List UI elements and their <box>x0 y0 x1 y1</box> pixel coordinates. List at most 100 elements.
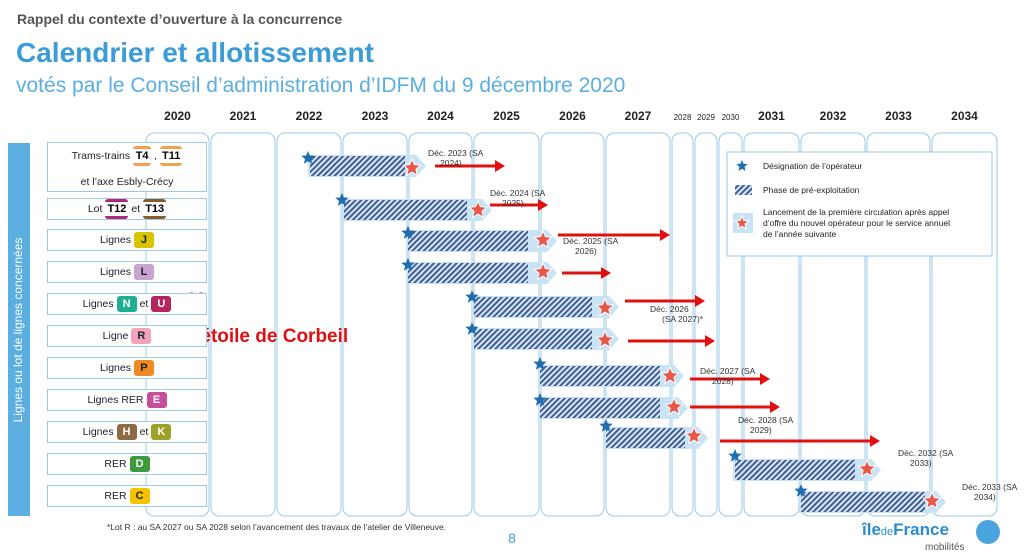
pre-exploitation-bar <box>310 156 405 176</box>
legend-box <box>726 151 993 257</box>
logo-france: France <box>893 520 949 539</box>
red-arrow-head <box>601 267 611 279</box>
year-column <box>718 132 743 517</box>
date-note: 2033) <box>910 458 932 468</box>
legend-hatch <box>735 185 752 195</box>
star <box>736 160 748 171</box>
year-label: 2031 <box>758 109 785 123</box>
date-note: Déc. 2027 (SA <box>700 366 756 376</box>
year-column <box>866 132 931 517</box>
star <box>857 458 877 478</box>
star <box>335 193 349 206</box>
star <box>922 490 942 510</box>
star <box>401 258 415 271</box>
red-arrow-head <box>705 335 715 347</box>
year-label: 2029 <box>697 113 715 122</box>
year-column <box>540 132 605 517</box>
star <box>533 261 553 281</box>
year-label: 2027 <box>625 109 652 123</box>
legend-text: d’offre du nouvel opérateur pour le serv… <box>763 218 950 228</box>
year-column <box>276 132 342 517</box>
row-label: Lignes P <box>47 357 207 379</box>
date-note: 2024) <box>440 158 462 168</box>
year-column <box>408 132 473 517</box>
row-label: Lignes RER E <box>47 389 207 411</box>
logo-icon <box>976 520 1000 544</box>
year-label: 2021 <box>230 109 257 123</box>
label-text: et <box>131 203 141 215</box>
row-label: Lignes L <box>47 261 207 283</box>
line-badge: R <box>131 328 152 344</box>
label-text: Ligne <box>102 330 129 342</box>
date-note: 2026) <box>575 246 597 256</box>
row-label: Lignes J <box>47 229 207 251</box>
side-label: Lignes ou lot de lignes concernées <box>11 238 25 423</box>
date-note: Déc. 2032 (SA <box>898 448 954 458</box>
date-note: 2034) <box>974 492 996 502</box>
label-text: Lignes <box>100 362 131 374</box>
star <box>595 297 615 317</box>
side-bar <box>8 143 30 516</box>
year-label: 2023 <box>362 109 389 123</box>
line-badge: E <box>146 392 167 408</box>
line-badge: N <box>116 296 137 312</box>
pre-exploitation-bar <box>735 460 855 480</box>
line-badge: T12 <box>105 199 129 219</box>
year-label: 2032 <box>820 109 847 123</box>
date-note: 2028) <box>712 376 734 386</box>
red-arrow-head <box>538 199 548 211</box>
line-badge: H <box>116 424 137 440</box>
star <box>533 393 547 406</box>
legend-text: Phase de pré-exploitation <box>763 185 860 195</box>
line-badge: T11 <box>160 146 183 167</box>
star <box>660 365 680 385</box>
label-text: et l’axe Esbly-Crécy <box>80 175 174 188</box>
star <box>468 199 488 219</box>
star <box>465 322 479 335</box>
date-note: Déc. 2026 <box>650 304 689 314</box>
row-label: Ligne R <box>47 325 207 347</box>
logo-sub: mobilités <box>925 542 964 553</box>
row-label: Trams-trains T4, T11 et l’axe Esbly-Crécy <box>47 142 207 192</box>
star <box>664 396 684 416</box>
red-arrow-head <box>870 435 880 447</box>
logo: îledeFrance <box>861 520 949 539</box>
date-note: Déc. 2025 (SA <box>563 236 619 246</box>
year-column <box>694 132 718 517</box>
year-column <box>800 132 866 517</box>
pre-exploitation-bar <box>344 200 467 220</box>
red-arrow-head <box>660 229 670 241</box>
year-label: 2033 <box>885 109 912 123</box>
label-text: , <box>154 150 158 163</box>
line-badge: L <box>133 264 154 280</box>
legend-text: Lancement de la première circulation apr… <box>763 207 949 217</box>
row-label: RER D <box>47 453 207 475</box>
star <box>401 226 415 239</box>
pre-exploitation-bar <box>408 263 528 283</box>
star <box>533 357 547 370</box>
year-label: 2028 <box>674 113 692 122</box>
date-note: 2029) <box>750 425 772 435</box>
date-note: 2025) <box>502 198 524 208</box>
pre-exploitation-bar <box>474 329 592 349</box>
pre-exploitation-bar <box>540 398 660 418</box>
pre-exploitation-bar <box>408 231 528 251</box>
year-column <box>605 132 671 517</box>
page-number: 8 <box>508 530 516 546</box>
label-text: Lignes RER <box>87 394 144 406</box>
star <box>402 157 422 177</box>
red-arrow-head <box>760 373 770 385</box>
label-text: Lignes <box>82 426 114 438</box>
date-note: Déc. 2024 (SA <box>490 188 546 198</box>
label-text: Lignes <box>100 266 131 278</box>
label-text: RER <box>104 458 127 470</box>
row-label: Lot T12 et T13 <box>47 198 207 220</box>
star <box>734 214 750 230</box>
line-badge: D <box>129 456 150 472</box>
year-column <box>210 132 276 517</box>
annotation-corbeil: + étoile de Corbeil <box>184 326 348 347</box>
year-column <box>743 132 800 517</box>
